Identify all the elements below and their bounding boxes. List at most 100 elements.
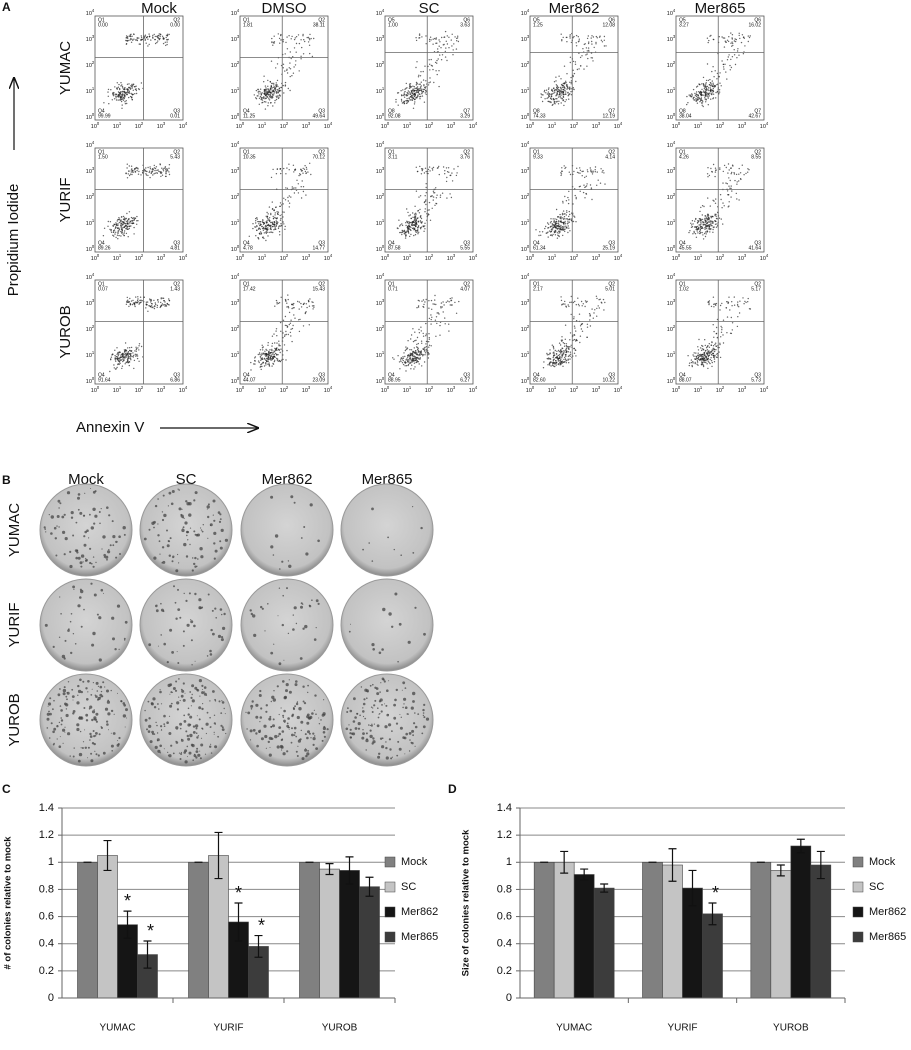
event-dot [733,296,735,298]
event-dot [412,107,415,110]
event-dot [275,95,277,98]
event-dot [153,164,155,167]
event-dot [455,312,458,314]
event-dot [704,226,706,229]
event-dot [725,307,727,309]
event-dot [139,299,141,302]
event-dot [120,355,122,357]
event-dot [132,352,134,354]
event-dot [411,97,413,99]
event-dot [573,35,575,38]
event-dot [697,96,699,99]
colony [52,730,55,734]
tick-base: 10 [113,124,119,130]
event-dot [277,360,279,362]
event-dot [261,365,263,368]
event-dot [154,167,157,170]
tick-exponent: 2 [527,324,530,329]
event-dot [722,63,724,66]
event-dot [292,164,295,166]
event-dot [268,90,270,93]
event-dot [306,36,308,39]
event-dot [300,39,302,41]
event-dot [271,94,274,96]
tick-base: 10 [376,89,382,95]
colony [95,681,99,685]
event-dot [271,92,273,94]
event-dot [562,221,564,224]
event-dot [714,343,716,346]
colony [200,527,202,529]
event-dot [107,95,110,98]
event-dot [554,103,556,105]
colony [64,731,66,733]
event-dot [575,304,577,306]
event-dot [582,170,584,172]
event-dot [600,301,602,303]
event-dot [121,353,124,355]
colony [92,556,95,558]
event-dot [420,85,422,87]
event-dot [289,322,292,324]
tick-exponent: 2 [141,253,144,258]
event-dot [707,104,709,106]
tick-label: 103 [302,121,311,130]
event-dot [132,356,134,358]
event-dot [724,63,726,65]
tick-base: 10 [302,388,308,394]
event-dot [554,349,556,352]
event-dot [124,220,126,222]
event-dot [277,348,280,351]
event-dot [432,68,434,71]
tick-exponent: 4 [475,253,478,258]
event-dot [434,37,436,40]
tick-label: 101 [258,253,267,262]
colony [189,527,192,529]
event-dot [562,93,565,96]
tick-label: 104 [376,140,385,149]
event-dot [549,349,551,351]
event-dot [407,361,409,363]
tick-exponent: 2 [431,385,434,390]
event-dot [555,227,557,229]
event-dot [418,33,421,35]
event-dot [259,224,261,227]
event-dot [267,228,269,231]
event-dot [416,170,419,173]
event-dot [591,40,593,43]
colony [96,613,99,616]
event-dot [128,39,130,42]
tick-base: 10 [570,388,576,394]
event-dot [428,307,430,309]
colony [106,720,109,723]
tick-exponent: 4 [92,140,95,145]
event-dot [136,215,138,218]
event-dot [118,93,120,96]
event-dot [118,360,120,362]
event-dot [692,98,694,100]
event-dot [267,219,269,221]
event-dot [563,361,565,363]
event-dot [252,223,254,225]
tick-exponent: 1 [382,218,385,223]
event-dot [548,357,550,359]
event-dot [569,301,571,304]
event-dot [596,171,598,173]
event-dot [168,171,170,173]
event-dot [452,54,454,56]
quadrant-name: Q1 [98,149,105,155]
event-dot [134,305,136,308]
colony [176,651,178,653]
event-dot [134,353,136,355]
tick-base: 10 [381,124,387,130]
event-dot [424,208,426,210]
colony [153,526,155,529]
quadrant-percent: 11.25 [243,113,255,119]
event-dot [405,231,407,234]
tick-exponent: 0 [242,121,245,126]
event-dot [707,96,709,98]
quadrant-name: Q3 [608,240,615,246]
colony [93,593,97,597]
event-dot [540,234,542,236]
event-dot [553,365,555,367]
